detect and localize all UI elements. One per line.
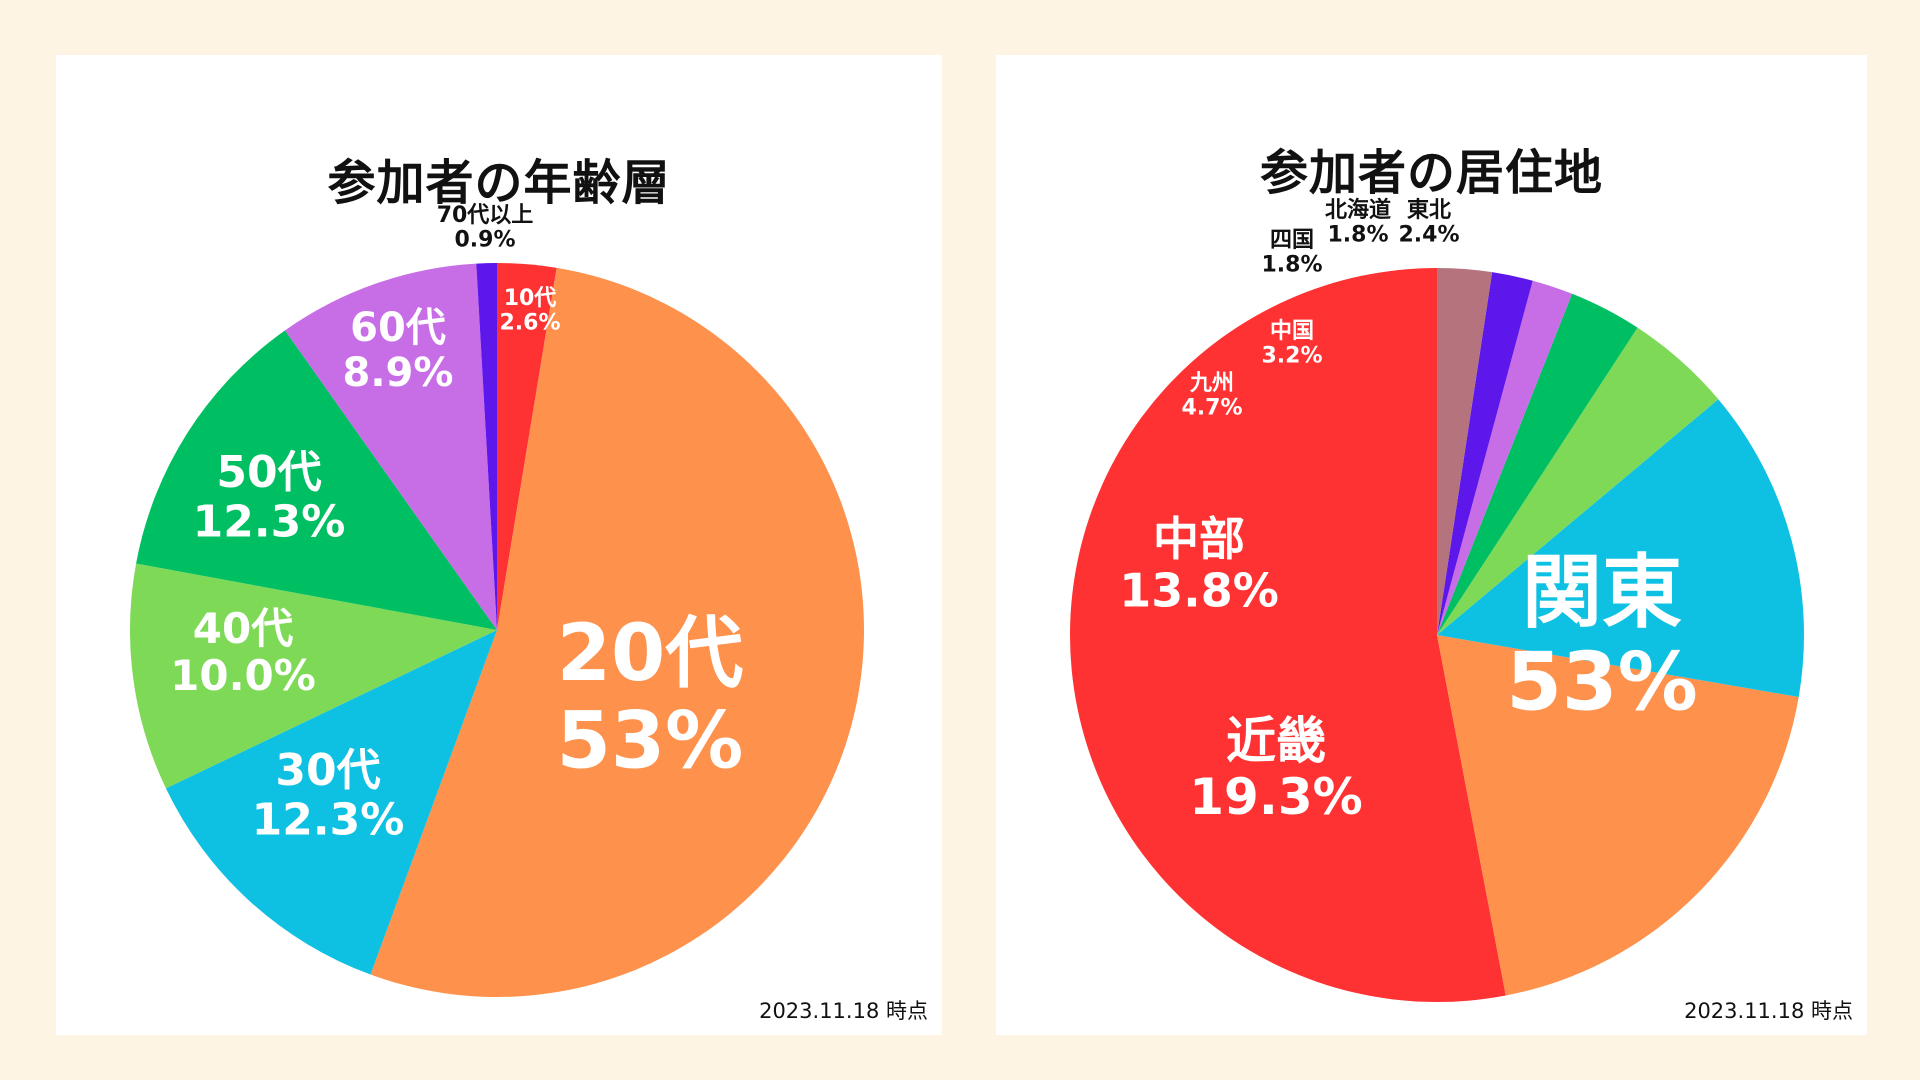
age-slice-5 — [285, 263, 497, 630]
age-slice-4 — [136, 330, 497, 630]
region-slice-0 — [1070, 268, 1506, 1003]
region-slice-4 — [1437, 293, 1638, 635]
age-label-value-1: 53% — [557, 696, 744, 786]
region-label-value-4: 3.2% — [1261, 344, 1322, 369]
region-label-category-6: 北海道 — [1325, 197, 1391, 223]
region-label-category-0: 関東 — [1522, 546, 1682, 639]
age-label-value-4: 12.3% — [193, 496, 346, 547]
age-label-category-6: 70代以上 — [437, 203, 534, 228]
age-label-value-2: 12.3% — [252, 794, 405, 845]
age-slice-3 — [130, 563, 497, 789]
region-label-category-3: 九州 — [1189, 371, 1234, 396]
age-label-value-6: 0.9% — [454, 228, 515, 253]
region-slice-6 — [1437, 272, 1533, 635]
age-label-value-0: 2.6% — [499, 311, 560, 336]
age-slice-6 — [476, 263, 497, 630]
region-label-value-5: 1.8% — [1261, 253, 1322, 278]
region-label-category-1: 近畿 — [1226, 712, 1326, 770]
region-label-value-1: 19.3% — [1189, 768, 1362, 826]
region-label-category-4: 中国 — [1270, 319, 1314, 344]
age-label-category-1: 20代 — [557, 609, 744, 699]
region-chart-as-of-date: 2023.11.18 時点 — [1684, 999, 1853, 1023]
region-slice-1 — [1437, 635, 1799, 996]
age-chart-title: 参加者の年齢層 — [327, 155, 671, 211]
age-label-category-2: 30代 — [275, 745, 380, 796]
age-chart-panel: 参加者の年齢層 10代 2.6% 20代 53% 30代 12.3% 40代 10.0% 50代… — [56, 55, 942, 1035]
region-label-value-0: 53% — [1506, 636, 1697, 729]
region-slice-5 — [1437, 280, 1573, 635]
age-slice-0 — [497, 263, 557, 630]
region-label-value-3: 4.7% — [1181, 396, 1242, 421]
region-label-value-6: 1.8% — [1327, 223, 1388, 248]
age-label-value-5: 8.9% — [343, 350, 454, 396]
region-slice-7 — [1437, 268, 1493, 635]
region-chart-title: 参加者の居住地 — [1259, 145, 1603, 201]
region-label-value-7: 2.4% — [1398, 223, 1459, 248]
age-pie-chart: 10代2.6%20代53%30代12.3%40代10.0%50代12.3%60代… — [130, 203, 865, 998]
region-label-value-2: 13.8% — [1119, 564, 1279, 618]
age-label-category-3: 40代 — [193, 604, 293, 653]
age-chart-as-of-date: 2023.11.18 時点 — [759, 999, 928, 1023]
age-label-category-0: 10代 — [504, 286, 557, 311]
region-label-category-7: 東北 — [1407, 198, 1451, 223]
region-label-category-2: 中部 — [1153, 512, 1245, 566]
region-label-category-5: 四国 — [1270, 228, 1314, 253]
age-label-category-5: 60代 — [350, 305, 446, 351]
age-slice-2 — [165, 630, 498, 975]
age-label-category-4: 50代 — [216, 447, 321, 498]
region-pie-chart: 関東53%近畿19.3%中部13.8%九州4.7%中国3.2%四国1.8%北海道… — [1070, 197, 1804, 1003]
age-slice-1 — [370, 267, 865, 998]
age-label-value-3: 10.0% — [170, 651, 316, 700]
region-chart-panel: 参加者の居住地 関東 53% 近畿 19.3% 中部 13.8% 九州 4.7% 中国 3.2% 四… — [996, 55, 1867, 1035]
region-slice-2 — [1437, 399, 1804, 697]
region-slice-3 — [1437, 327, 1719, 635]
